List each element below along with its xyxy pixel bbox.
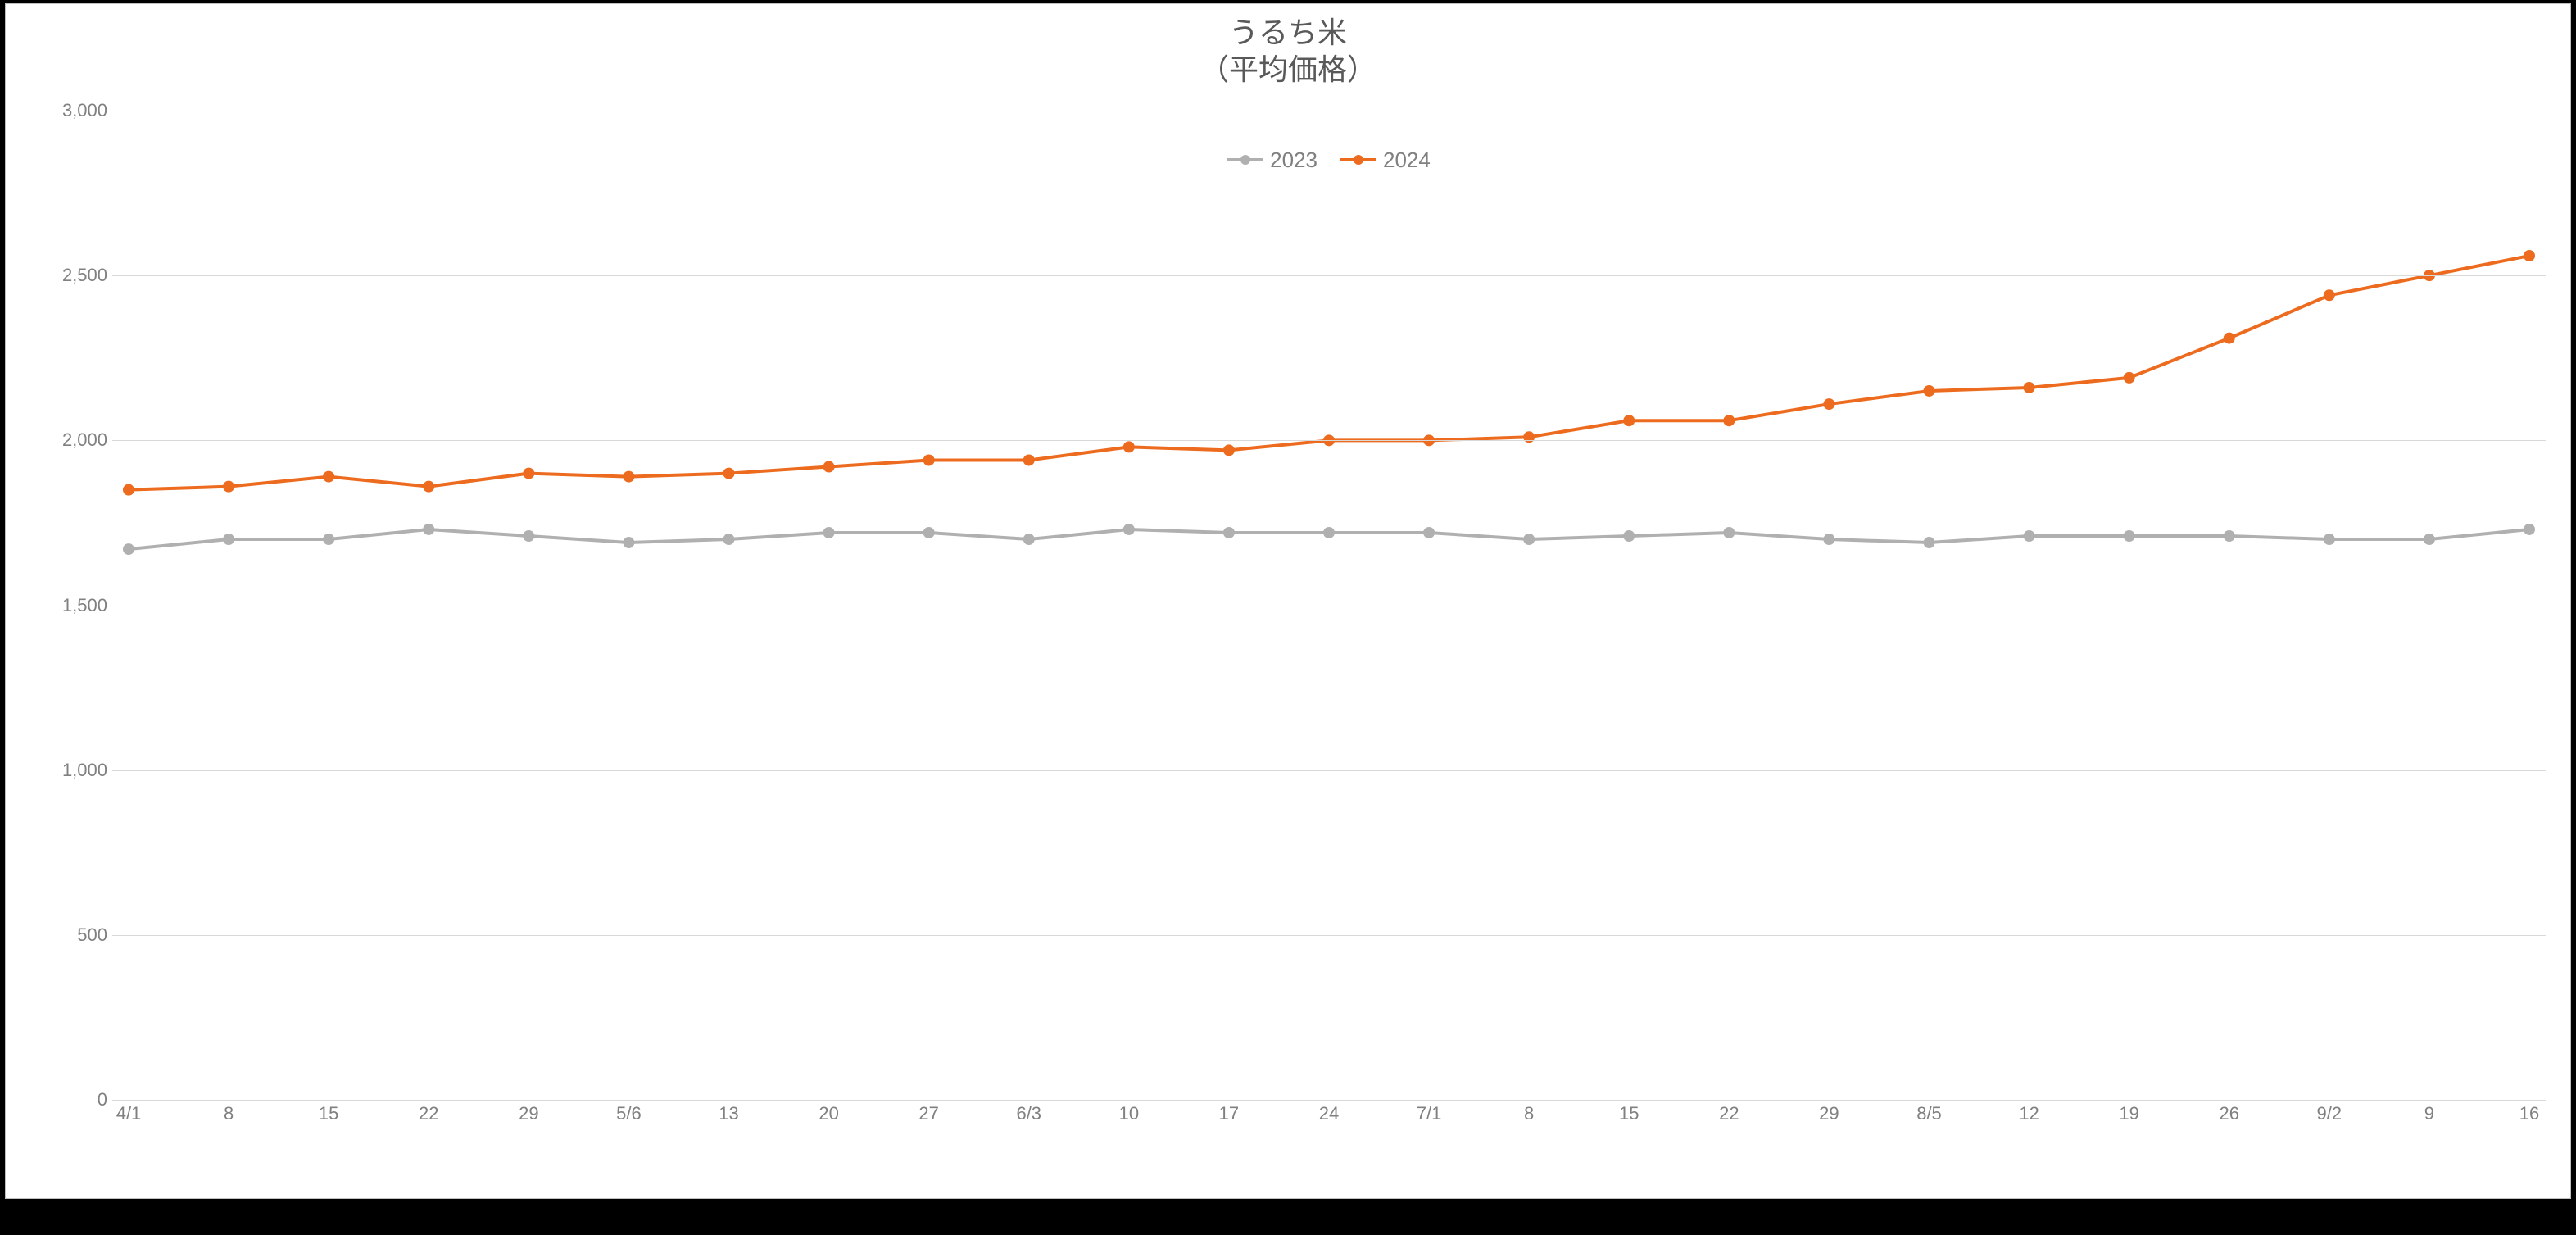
- gridline: [112, 770, 2546, 771]
- series-marker-2024: [2324, 289, 2335, 301]
- series-marker-2023: [1223, 527, 1235, 538]
- plot-area: 20232024 05001,0001,5002,0002,5003,0004/…: [112, 111, 2546, 1100]
- x-axis-label: 27: [918, 1103, 938, 1124]
- series-marker-2023: [223, 534, 234, 545]
- series-marker-2023: [123, 543, 134, 555]
- series-marker-2023: [1623, 530, 1635, 542]
- series-marker-2023: [623, 537, 634, 548]
- chart-title-line1: うるち米: [6, 14, 2570, 51]
- x-axis-label: 16: [2519, 1103, 2539, 1124]
- series-marker-2023: [1924, 537, 1935, 548]
- x-axis-label: 13: [719, 1103, 738, 1124]
- series-marker-2024: [1723, 415, 1735, 426]
- x-axis-label: 12: [2019, 1103, 2039, 1124]
- series-line-2024: [129, 256, 2529, 490]
- series-marker-2024: [2024, 382, 2035, 393]
- series-marker-2024: [2524, 250, 2535, 261]
- series-marker-2023: [423, 524, 434, 535]
- y-axis-label: 2,000: [61, 429, 107, 451]
- series-marker-2023: [2524, 524, 2535, 535]
- x-axis-label: 24: [1319, 1103, 1339, 1124]
- series-marker-2023: [1023, 534, 1035, 545]
- x-axis-label: 29: [519, 1103, 538, 1124]
- series-marker-2024: [423, 481, 434, 493]
- x-axis-label: 10: [1119, 1103, 1139, 1124]
- series-marker-2023: [2424, 534, 2435, 545]
- y-axis-label: 500: [61, 924, 107, 946]
- series-marker-2023: [723, 534, 735, 545]
- y-axis-label: 1,500: [61, 595, 107, 616]
- series-marker-2024: [823, 461, 835, 473]
- x-axis-label: 15: [319, 1103, 338, 1124]
- series-marker-2024: [1223, 444, 1235, 456]
- series-marker-2023: [823, 527, 835, 538]
- series-marker-2023: [2024, 530, 2035, 542]
- gridline: [112, 275, 2546, 276]
- gridline: [112, 1100, 2546, 1101]
- chart-title: うるち米 （平均価格）: [6, 4, 2570, 88]
- series-marker-2024: [1823, 398, 1834, 410]
- x-axis-label: 8/5: [1916, 1103, 1942, 1124]
- x-axis-label: 9: [2424, 1103, 2434, 1124]
- series-marker-2024: [123, 484, 134, 496]
- series-marker-2023: [1323, 527, 1335, 538]
- x-axis-label: 9/2: [2317, 1103, 2342, 1124]
- chart-frame: うるち米 （平均価格） 20232024 05001,0001,5002,000…: [5, 3, 2571, 1199]
- chart-title-line2: （平均価格）: [6, 51, 2570, 88]
- x-axis-label: 4/1: [116, 1103, 142, 1124]
- x-axis-label: 7/1: [1417, 1103, 1442, 1124]
- x-axis-label: 15: [1619, 1103, 1639, 1124]
- series-marker-2024: [2124, 372, 2135, 384]
- x-axis-label: 8: [224, 1103, 234, 1124]
- x-axis-label: 6/3: [1016, 1103, 1041, 1124]
- series-marker-2023: [1723, 527, 1735, 538]
- x-axis-label: 29: [1819, 1103, 1839, 1124]
- x-axis-label: 20: [819, 1103, 838, 1124]
- series-marker-2023: [523, 530, 534, 542]
- y-axis-label: 3,000: [61, 100, 107, 121]
- series-marker-2024: [2224, 333, 2235, 344]
- series-marker-2023: [1823, 534, 1834, 545]
- series-marker-2024: [1924, 385, 1935, 397]
- x-axis-label: 22: [419, 1103, 438, 1124]
- series-marker-2023: [1423, 527, 1435, 538]
- x-axis-label: 19: [2119, 1103, 2138, 1124]
- gridline: [112, 935, 2546, 936]
- x-axis-label: 22: [1719, 1103, 1739, 1124]
- series-marker-2024: [1623, 415, 1635, 426]
- x-axis-label: 26: [2220, 1103, 2239, 1124]
- series-marker-2023: [1523, 534, 1535, 545]
- x-axis-label: 8: [1524, 1103, 1534, 1124]
- series-marker-2024: [723, 468, 735, 479]
- series-marker-2023: [2124, 530, 2135, 542]
- y-axis-label: 0: [61, 1089, 107, 1110]
- series-marker-2024: [1023, 454, 1035, 465]
- gridline: [112, 440, 2546, 441]
- y-axis-label: 2,500: [61, 265, 107, 286]
- series-marker-2023: [323, 534, 334, 545]
- series-marker-2024: [223, 481, 234, 493]
- series-marker-2024: [523, 468, 534, 479]
- series-marker-2023: [2224, 530, 2235, 542]
- x-axis-label: 5/6: [616, 1103, 642, 1124]
- series-marker-2023: [1123, 524, 1135, 535]
- series-marker-2023: [923, 527, 935, 538]
- series-marker-2024: [623, 471, 634, 483]
- plot-wrap: 20232024 05001,0001,5002,0002,5003,0004/…: [71, 111, 2546, 1124]
- y-axis-label: 1,000: [61, 760, 107, 781]
- series-marker-2024: [1123, 441, 1135, 452]
- series-marker-2023: [2324, 534, 2335, 545]
- series-marker-2024: [323, 471, 334, 483]
- series-marker-2024: [923, 454, 935, 465]
- x-axis-label: 17: [1219, 1103, 1239, 1124]
